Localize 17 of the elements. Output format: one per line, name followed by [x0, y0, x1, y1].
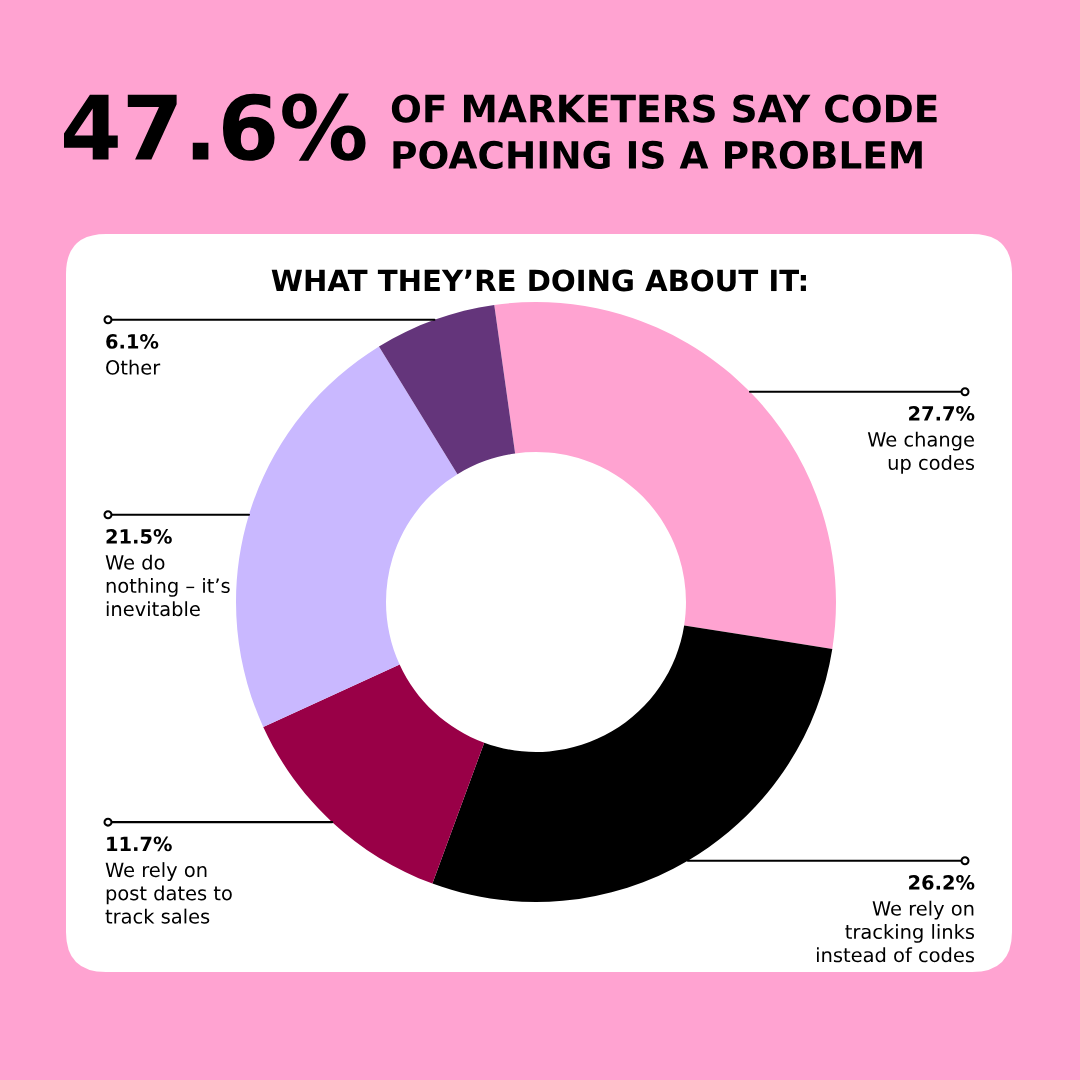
donut-slice — [236, 346, 458, 727]
text: WHAT THEY’RE DOING ABOUT IT: — [271, 269, 806, 292]
data-label: 21.5% — [106, 529, 172, 544]
slice-label: We rely on post dates to track sales — [105, 862, 232, 924]
data-label: 6.1% — [106, 334, 159, 349]
donut-slice — [263, 664, 485, 884]
data-label: 27.7% — [909, 406, 975, 421]
slice-label: We do nothing – it’s inevitable — [105, 554, 230, 617]
slice-label: We change up codes — [867, 431, 975, 474]
data-label: 11.7% — [107, 836, 172, 852]
chart-title: 47.6% — [64, 93, 366, 161]
slice-label: Other — [106, 359, 161, 375]
data-label: 26.2% — [909, 875, 975, 890]
donut-slice — [494, 302, 836, 649]
donut-slice — [378, 304, 516, 475]
chart-subtitle: OF MARKETERS SAY CODE POACHING IS A PROBLEM — [391, 94, 937, 170]
slice-label: We rely on tracking links instead of codes — [817, 900, 975, 963]
